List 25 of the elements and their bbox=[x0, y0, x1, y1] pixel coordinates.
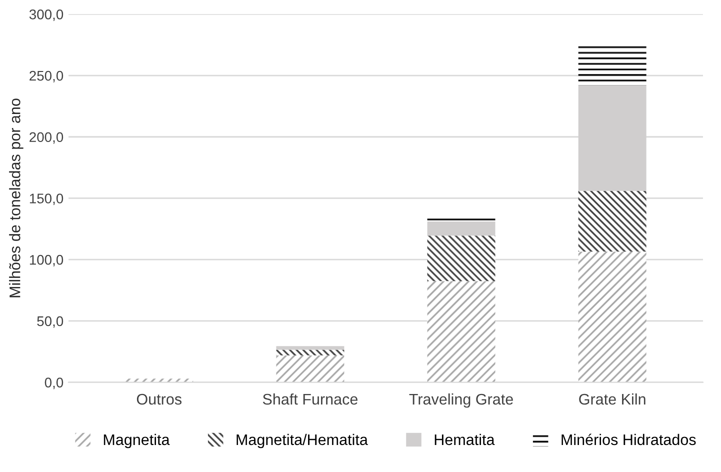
legend-label: Minérios Hidratados bbox=[562, 434, 696, 446]
x-tick-label: Traveling Grate bbox=[409, 393, 513, 408]
y-tick-label: 300,0 bbox=[29, 9, 64, 21]
bar bbox=[427, 281, 496, 382]
bar bbox=[427, 236, 496, 282]
y-tick-label: 250,0 bbox=[30, 70, 64, 82]
y-tick-label: 50,0 bbox=[37, 316, 64, 328]
x-tick-label: Shaft Furnace bbox=[262, 393, 358, 405]
bar bbox=[276, 355, 344, 382]
bar bbox=[578, 190, 646, 252]
legend-label: Hematita bbox=[434, 434, 495, 446]
y-tick-label: 200,0 bbox=[30, 132, 64, 144]
bar bbox=[276, 350, 344, 356]
x-tick-label: Outros bbox=[136, 394, 182, 405]
bar bbox=[276, 346, 344, 350]
y-tick-label: 150,0 bbox=[30, 194, 64, 206]
y-axis-title: Milhões de toneladas por ano bbox=[9, 98, 24, 298]
bar bbox=[125, 378, 194, 382]
y-tick-label: 0,0 bbox=[44, 378, 64, 390]
y-tick-label: 100,0 bbox=[30, 254, 64, 266]
bar bbox=[578, 252, 646, 382]
x-tick-label: Grate Kiln bbox=[579, 393, 646, 405]
legend-label: Magnetita/Hematita bbox=[236, 434, 368, 448]
legend-label: Magnetita bbox=[104, 434, 170, 448]
bar bbox=[427, 222, 496, 236]
